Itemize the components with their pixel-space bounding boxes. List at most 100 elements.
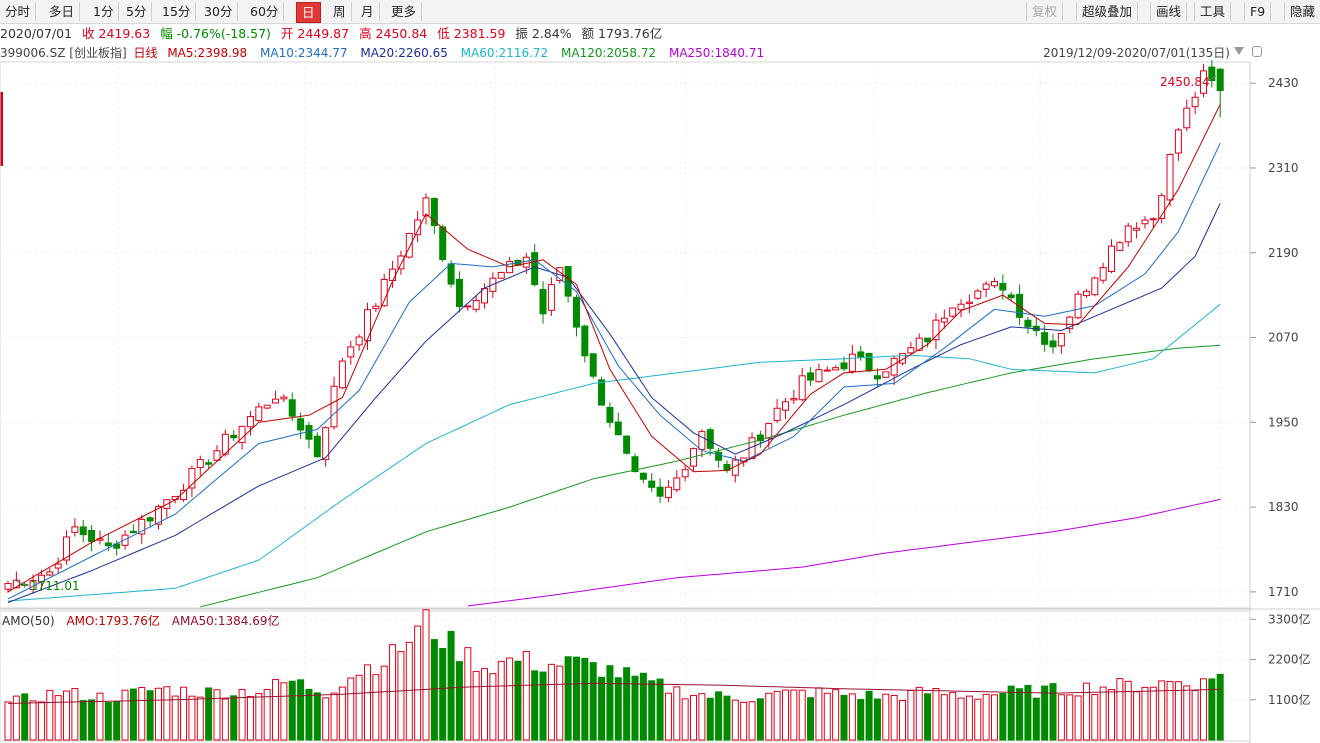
ytick-label-1710: 1710: [1268, 585, 1299, 599]
candle-body: [656, 486, 664, 497]
amo-bar: [363, 664, 371, 741]
amo-bar: [706, 697, 714, 741]
low-pointer: [13, 579, 29, 587]
amo-legend: AMO(50) AMO:1793.76亿 AMA50:1384.69亿: [2, 613, 287, 629]
amo-bar: [1124, 680, 1132, 741]
candle-body: [246, 416, 254, 428]
ma60-line: [7, 303, 1221, 602]
candle-body: [990, 281, 998, 287]
candle-body: [1183, 107, 1191, 129]
amo-bar: [1041, 685, 1049, 741]
candle-body: [890, 357, 898, 376]
candle-body: [180, 489, 188, 501]
candle-body: [924, 337, 932, 343]
amo-bar: [974, 698, 982, 741]
amo-bar: [472, 671, 480, 741]
tab-月[interactable]: 月: [356, 2, 380, 21]
tool-F9[interactable]: F9: [1244, 2, 1272, 21]
date-range[interactable]: 2019/12/09-2020/07/01(135日): [1043, 46, 1230, 60]
candle-body: [1191, 96, 1199, 108]
ytick-label-2430: 2430: [1268, 76, 1299, 90]
amo-bar: [781, 689, 789, 741]
tool-工具[interactable]: 工具: [1194, 2, 1232, 21]
amo-bar: [489, 673, 497, 741]
ytick-label-1830: 1830: [1268, 500, 1299, 514]
candle-body: [1032, 325, 1040, 332]
tab-1分[interactable]: 1分: [88, 2, 120, 21]
candle-body: [1041, 332, 1049, 345]
quote-close: 收 2419.63: [82, 26, 151, 41]
tool-画线[interactable]: 画线: [1150, 2, 1188, 21]
tab-15分[interactable]: 15分: [157, 2, 197, 21]
candle-body: [96, 538, 104, 541]
candle-body: [1149, 218, 1157, 221]
tool-隐藏[interactable]: 隐藏: [1284, 2, 1320, 21]
candle-body: [698, 431, 706, 450]
ma-legend: 399006.SZ [创业板指] 日线 MA5:2398.98 MA10:234…: [0, 44, 1320, 62]
amo-bar: [664, 692, 672, 741]
tab-60分[interactable]: 60分: [245, 2, 285, 21]
candle-body: [363, 309, 371, 342]
amo-bar: [798, 689, 806, 741]
amo-bar: [1032, 697, 1040, 741]
amo-bar: [146, 690, 154, 741]
tab-多日[interactable]: 多日: [44, 2, 81, 21]
candle-body: [280, 396, 288, 400]
candle-body: [798, 375, 806, 401]
high-label: 2450.84: [1160, 75, 1210, 89]
amo-bar: [213, 689, 221, 741]
amo-bar: [389, 644, 397, 741]
amo-bar: [447, 630, 455, 741]
candle-body: [781, 401, 789, 411]
amo-bar: [873, 698, 881, 741]
candle-body: [1024, 319, 1032, 328]
amo-bar: [681, 698, 689, 741]
amo-bar: [1049, 683, 1057, 741]
candle-body: [1074, 293, 1082, 319]
tab-周[interactable]: 周: [328, 2, 352, 21]
candle-body: [171, 495, 179, 501]
tab-5分[interactable]: 5分: [121, 2, 153, 21]
amo-bar: [1016, 688, 1024, 741]
ma20-label: MA20:2260.65: [360, 46, 448, 60]
amo-bar: [690, 695, 698, 741]
amo-bar: [347, 677, 355, 741]
candle-body: [288, 399, 296, 417]
range-dropdown-icon[interactable]: [1234, 47, 1244, 55]
candle-body: [857, 351, 865, 358]
amo-bar: [104, 702, 112, 741]
tool-复权[interactable]: 复权: [1026, 2, 1064, 21]
candle-body: [430, 197, 438, 226]
amo-bar: [765, 692, 773, 741]
amo-bar: [522, 650, 530, 741]
settings-icon[interactable]: [1252, 46, 1262, 57]
candle-body: [497, 272, 505, 279]
amo-bar: [246, 696, 254, 741]
tab-分时[interactable]: 分时: [0, 2, 37, 21]
candle-body: [263, 404, 271, 409]
amo-bar: [723, 695, 731, 741]
candle-body: [1216, 68, 1224, 92]
amo-tick-label-1100: 1100亿: [1268, 692, 1311, 707]
candle-body: [1208, 66, 1216, 82]
tab-更多[interactable]: 更多: [386, 2, 423, 21]
amo-bar: [564, 656, 572, 741]
candle-body: [873, 375, 881, 380]
amo-bar: [1108, 689, 1116, 741]
candle-body: [1166, 154, 1174, 201]
candle-body: [12, 579, 20, 589]
tab-30分[interactable]: 30分: [199, 2, 239, 21]
ma250-line: [467, 498, 1221, 607]
amo-bar: [397, 651, 405, 741]
candle-body: [664, 486, 672, 499]
amo-bar: [280, 682, 288, 741]
candle-body: [188, 467, 196, 489]
tab-日[interactable]: 日: [296, 2, 321, 23]
amo-bar: [990, 694, 998, 741]
quote-info-bar: 2020/07/01 收 2419.63 幅 -0.76%(-18.57) 开 …: [0, 24, 1320, 44]
amo-bar: [322, 697, 330, 741]
candle-body: [598, 379, 606, 406]
candle-body: [823, 369, 831, 372]
tool-超级叠加[interactable]: 超级叠加: [1076, 2, 1139, 21]
